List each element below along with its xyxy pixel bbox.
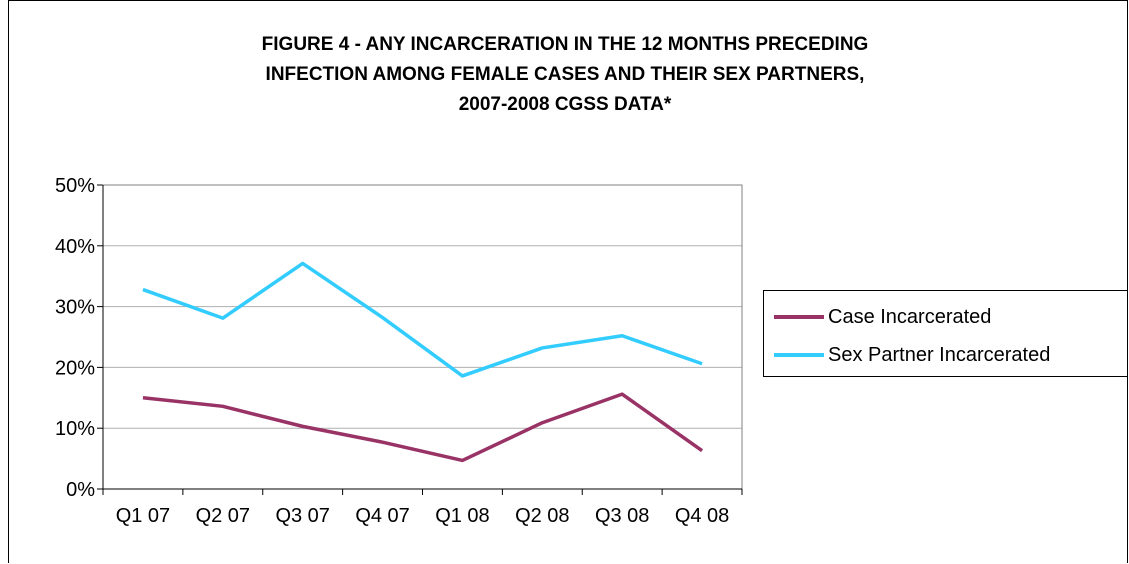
y-tick-label: 20% [55,357,95,379]
series-lines [142,261,704,463]
y-tick-label: 50% [55,175,95,197]
legend-label-sex-partner: Sex Partner Incarcerated [828,343,1051,366]
x-tick-label: Q2 07 [196,505,250,527]
legend-swatch-case [774,315,824,319]
chart-frame [8,0,1128,563]
series-line-0 [142,392,704,463]
y-tick-label: 40% [55,236,95,258]
plot-area-border [102,184,743,490]
x-tick-label: Q1 07 [116,505,170,527]
legend-swatch-sex-partner [774,353,824,357]
x-tick-label: Q4 08 [675,505,729,527]
chart-title-line-2: INFECTION AMONG FEMALE CASES AND THEIR S… [265,64,865,85]
chart-title: FIGURE 4 - ANY INCARCERATION IN THE 12 M… [150,30,980,120]
legend-label-case: Case Incarcerated [828,305,992,328]
gridlines [103,184,742,429]
legend: Case Incarcerated Sex Partner Incarcerat… [763,290,1128,377]
y-tick-label: 30% [55,297,95,319]
y-tick-label: 0% [66,479,95,501]
x-tick-label: Q3 07 [275,505,329,527]
legend-item-sex-partner: Sex Partner Incarcerated [774,343,1050,367]
axes [97,184,743,495]
series-line-1 [142,261,703,378]
legend-item-case: Case Incarcerated [774,305,991,329]
chart-title-line-3: 2007-2008 CGSS DATA* [458,94,672,115]
tick-labels: 0% 10% 20% 30% 40% 50% Q1 07 Q2 07 Q3 07 Q4 07 Q1 … [55,175,729,527]
x-tick-label: Q4 07 [355,505,409,527]
chart-title-line-1: FIGURE 4 - ANY INCARCERATION IN THE 12 M… [261,34,869,55]
y-tick-label: 10% [55,418,95,440]
x-tick-label: Q2 08 [515,505,569,527]
x-tick-label: Q1 08 [435,505,489,527]
x-tick-label: Q3 08 [595,505,649,527]
